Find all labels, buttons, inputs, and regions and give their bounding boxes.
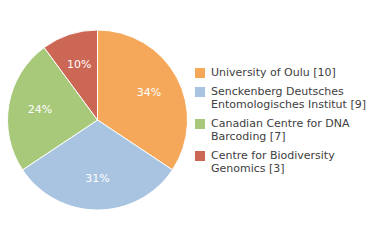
svg-text:31%: 31% — [85, 172, 109, 185]
html-text:University of Oulu [10]: University of Oulu [10] — [211, 65, 336, 79]
svg-text:34%: 34% — [137, 86, 161, 99]
svg-text:10%: 10% — [67, 58, 91, 71]
html-text:Senckenberg Deutsches Entomolo: Senckenberg Deutsches Entomologisches In… — [211, 84, 366, 111]
html-text:Centre for Biodiversity Genomi: Centre for Biodiversity Genomics [3] — [211, 148, 335, 175]
svg-text:24%: 24% — [28, 103, 52, 116]
html-text:Canadian Centre for DNA Barcod: Canadian Centre for DNA Barcoding [7] — [211, 116, 350, 143]
